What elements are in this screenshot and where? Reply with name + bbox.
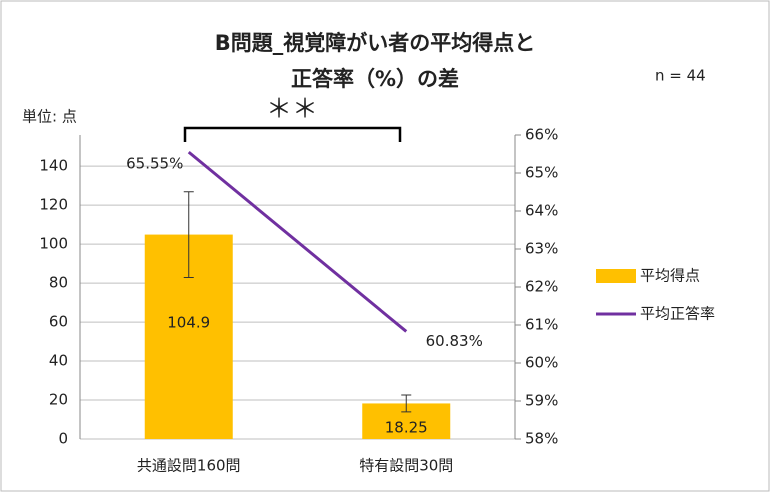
significance-bracket — [183, 126, 402, 142]
y-tick-label: 20 — [49, 391, 68, 409]
y2-tick-label: 63% — [525, 240, 558, 258]
y2-tick-label: 62% — [525, 278, 558, 296]
y-tick-label: 140 — [39, 157, 68, 175]
chart-title: B問題_視覚障がい者の平均得点と — [215, 31, 536, 55]
sample-size: n = 44 — [655, 67, 706, 85]
y2-tick-label: 64% — [525, 202, 558, 220]
significance-mark: ＊＊ — [266, 95, 318, 125]
error-bar — [183, 191, 194, 278]
data-label: 65.55% — [126, 155, 183, 173]
x-tick-label: 共通設問160問 — [137, 457, 241, 475]
y2-tick-label: 66% — [525, 126, 558, 144]
y-tick-label: 40 — [49, 352, 68, 370]
y-tick-label: 60 — [49, 313, 68, 331]
x-tick-label: 特有設問30問 — [359, 457, 453, 475]
y2-tick-label: 65% — [525, 164, 558, 182]
y-tick-label: 120 — [39, 196, 68, 214]
y-tick-label: 80 — [49, 274, 68, 292]
y2-tick-label: 59% — [525, 392, 558, 410]
data-label: 104.9 — [167, 313, 210, 331]
y2-tick-label: 61% — [525, 316, 558, 334]
y2-tick-label: 60% — [525, 354, 558, 372]
line — [187, 150, 408, 333]
y-tick-label: 0 — [58, 430, 68, 448]
y-tick-label: 100 — [39, 235, 68, 253]
legend-label: 平均得点 — [640, 267, 700, 285]
chart-title: 正答率（%）の差 — [291, 67, 459, 91]
y2-tick-label: 58% — [525, 430, 558, 448]
legend-swatch — [596, 269, 636, 283]
legend-label: 平均正答率 — [640, 305, 715, 323]
unit-label: 単位: 点 — [22, 108, 77, 126]
error-bar — [401, 394, 412, 413]
data-label: 18.25 — [385, 419, 428, 437]
data-label: 60.83% — [426, 332, 483, 350]
